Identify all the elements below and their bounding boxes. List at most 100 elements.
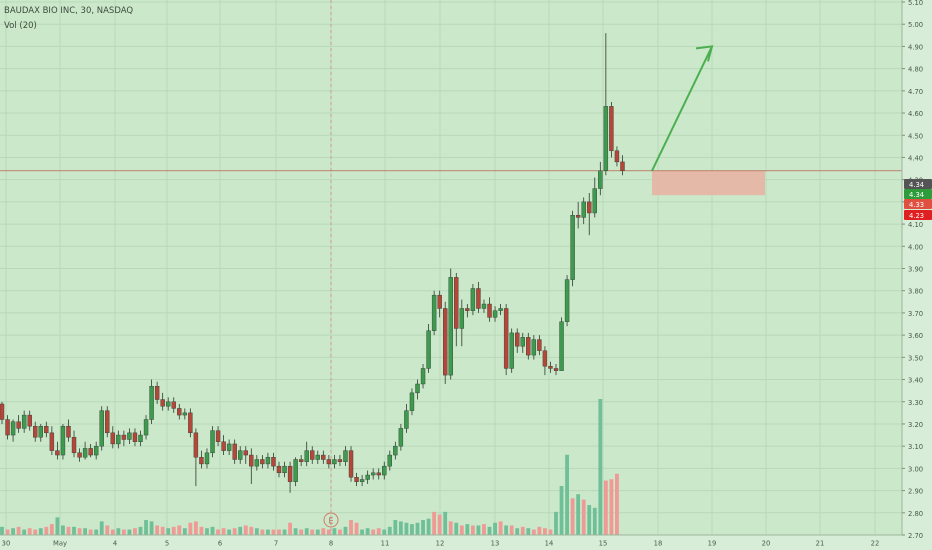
price-tick-label: 4.50 [908, 132, 923, 140]
volume-bar [443, 511, 448, 535]
candle-body [249, 454, 254, 467]
volume-bar [260, 529, 265, 535]
grid-lines [0, 0, 902, 536]
volume-bar [338, 529, 342, 535]
earnings-marker-label: E [328, 517, 333, 526]
candle-body [160, 399, 165, 407]
price-tick-label: 3.60 [908, 332, 923, 340]
volume-bar [194, 521, 198, 535]
volume-bar [421, 520, 425, 535]
candle-body [143, 419, 149, 436]
target-zone [652, 170, 765, 196]
volume-bar [105, 525, 110, 535]
candle-body [282, 465, 287, 474]
candle-body [199, 457, 204, 465]
price-tick-label: 2.70 [908, 532, 923, 540]
volume-bar [205, 528, 209, 535]
volume-bar [149, 521, 154, 535]
candle-body [459, 308, 465, 329]
candle-body [310, 450, 315, 460]
candle-body [454, 277, 459, 329]
candle-body [515, 332, 520, 347]
volume-bar [537, 526, 542, 535]
candle-body [215, 430, 221, 442]
price-badge [904, 189, 932, 199]
volume-bar [437, 514, 442, 535]
volume-bar [465, 524, 470, 535]
candle-body [531, 339, 537, 356]
volume-bar [371, 529, 376, 535]
projection-arrow-head [695, 45, 714, 62]
price-tick-label: 5.10 [908, 0, 923, 7]
volume-bar [271, 529, 276, 535]
volume-bar [360, 529, 364, 535]
candle-body [570, 214, 575, 280]
candle-body [343, 450, 348, 462]
volume-bar [332, 528, 337, 535]
volume-bar [72, 526, 76, 535]
candle-body [287, 465, 293, 482]
time-tick-label: 30 [2, 540, 11, 548]
volume-bar [227, 529, 232, 535]
candle-body [33, 425, 38, 438]
price-tick-label: 3.40 [908, 377, 923, 385]
volume-bar [393, 520, 398, 535]
volume-bar [321, 528, 326, 535]
candle-body [420, 368, 426, 385]
volume-bar [33, 529, 38, 535]
volume-bar [16, 526, 21, 535]
volume-bar [55, 517, 60, 535]
candle-body [487, 303, 492, 318]
candle-body [476, 288, 481, 309]
candle-body [332, 459, 337, 465]
volume-bar [493, 522, 497, 535]
candle-body [354, 477, 359, 482]
candle-body [598, 170, 603, 189]
candle-body [448, 277, 453, 376]
volume-bar [133, 528, 137, 535]
candle-body [0, 403, 5, 420]
volume-bar [210, 526, 215, 535]
candle-body [542, 350, 548, 367]
time-tick-label: 8 [329, 540, 333, 548]
volume-bar [171, 526, 176, 535]
volume-bar [554, 511, 558, 535]
candle-body [121, 434, 127, 440]
candle-body [415, 383, 420, 394]
price-tick-label: 3.70 [908, 310, 923, 318]
volume-bar [526, 528, 531, 535]
price-tick-label: 4.80 [908, 66, 923, 74]
price-tick-label: 4.10 [908, 221, 923, 229]
volume-bar [376, 528, 381, 535]
volume-bar [404, 522, 409, 535]
price-tick-label: 3.00 [908, 465, 923, 473]
volume-bar [49, 524, 54, 535]
volume-bar [38, 528, 43, 535]
volume-bar [293, 528, 298, 535]
candle-body [55, 450, 60, 456]
candle-body [470, 288, 476, 311]
candle-body [82, 448, 88, 458]
volume-bar [160, 526, 165, 535]
candle-body [503, 308, 509, 369]
time-tick-label: 21 [816, 540, 825, 548]
candle-body [293, 459, 298, 482]
candle-body [575, 214, 581, 218]
volume-bars [0, 399, 619, 535]
volume-bar [166, 528, 171, 535]
candle-body [193, 432, 199, 458]
candle-body [437, 294, 442, 309]
volume-bar [232, 528, 237, 535]
candle-body [154, 386, 160, 400]
volume-bar [110, 529, 115, 535]
candle-body [177, 408, 182, 416]
volume-bar [0, 526, 4, 535]
volume-bar [88, 529, 93, 535]
time-tick-label: 5 [165, 540, 169, 548]
candle-body [603, 106, 609, 171]
volume-bar [121, 529, 126, 535]
candle-body [71, 437, 77, 454]
volume-bar [459, 525, 464, 535]
candle-body [232, 443, 237, 460]
